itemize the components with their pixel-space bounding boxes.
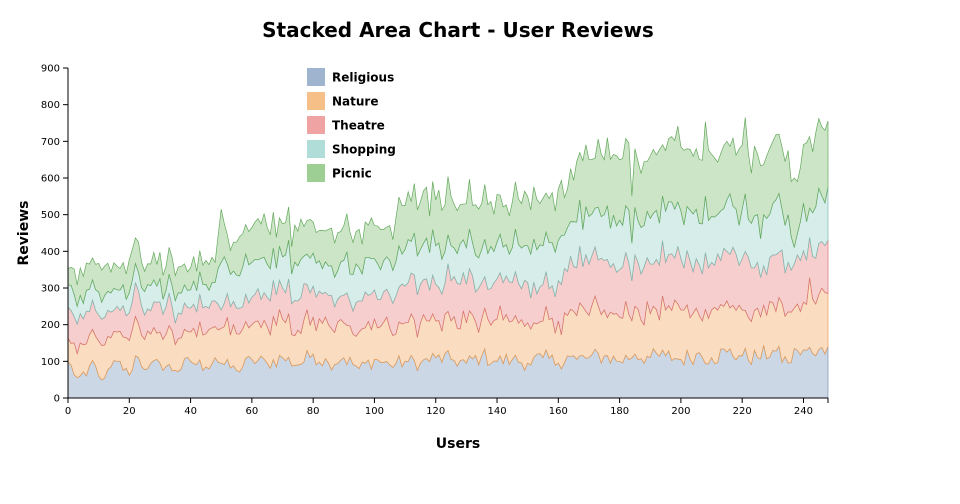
x-tick-label: 0 [65, 406, 71, 417]
legend-swatch [307, 92, 325, 110]
legend-label: Theatre [332, 119, 385, 133]
x-tick-label: 200 [671, 406, 690, 417]
legend-item-theatre: Theatre [307, 116, 385, 134]
legend-label: Picnic [332, 167, 372, 181]
x-tick-label: 20 [123, 406, 136, 417]
y-tick-label: 800 [41, 100, 60, 111]
x-tick-label: 180 [610, 406, 629, 417]
legend-item-picnic: Picnic [307, 164, 372, 182]
legend-label: Religious [332, 71, 394, 85]
legend-item-nature: Nature [307, 92, 378, 110]
y-tick-label: 100 [41, 357, 60, 368]
x-tick-label: 100 [365, 406, 384, 417]
x-axis-label: Users [436, 436, 480, 452]
legend-swatch [307, 164, 325, 182]
series-areas [67, 117, 829, 399]
legend-swatch [307, 68, 325, 86]
legend: Religious Nature Theatre Shopping Picnic [307, 68, 396, 182]
y-tick-label: 500 [41, 210, 60, 221]
legend-swatch [307, 140, 325, 158]
y-tick-label: 300 [41, 284, 60, 295]
y-tick-label: 700 [41, 137, 60, 148]
x-tick-label: 160 [549, 406, 568, 417]
y-axis-label: Reviews [16, 201, 32, 266]
x-axis: 0 20 40 60 80 100 120 140 160 180 200 220 240 [65, 397, 829, 417]
legend-label: Nature [332, 95, 378, 109]
legend-item-shopping: Shopping [307, 140, 396, 158]
x-tick-label: 240 [794, 406, 813, 417]
y-tick-label: 400 [41, 247, 60, 258]
x-tick-label: 140 [487, 406, 506, 417]
legend-item-religious: Religious [307, 68, 394, 86]
y-tick-label: 900 [41, 64, 60, 75]
y-axis: 0 100 200 300 400 500 600 700 800 900 [41, 64, 69, 405]
legend-label: Shopping [332, 143, 396, 157]
x-tick-label: 80 [307, 406, 320, 417]
x-tick-label: 40 [184, 406, 197, 417]
area-picnic [67, 117, 829, 308]
y-tick-label: 200 [41, 320, 60, 331]
chart-title: Stacked Area Chart - User Reviews [262, 18, 654, 42]
x-tick-label: 60 [246, 406, 259, 417]
legend-swatch [307, 116, 325, 134]
y-tick-label: 600 [41, 174, 60, 185]
y-tick-label: 0 [54, 394, 60, 405]
x-tick-label: 220 [733, 406, 752, 417]
x-tick-label: 120 [426, 406, 445, 417]
